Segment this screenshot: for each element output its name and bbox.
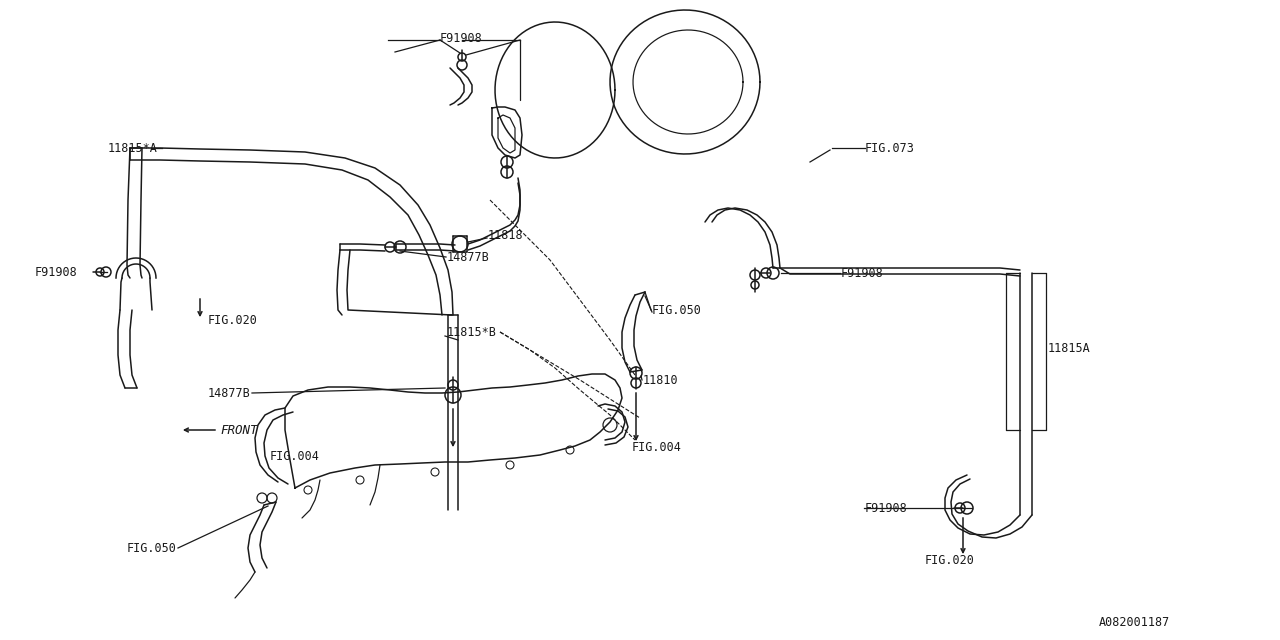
Text: 11818: 11818 (488, 228, 524, 241)
Text: FIG.073: FIG.073 (865, 141, 915, 154)
Text: 11815*A: 11815*A (108, 141, 157, 154)
Text: 11810: 11810 (643, 374, 678, 387)
Text: FIG.050: FIG.050 (127, 541, 177, 554)
Text: 14877B: 14877B (447, 250, 490, 264)
Text: F91908: F91908 (35, 266, 78, 278)
Text: A082001187: A082001187 (1098, 616, 1170, 628)
Text: 11815A: 11815A (1048, 342, 1091, 355)
Text: FIG.020: FIG.020 (209, 314, 257, 326)
Text: F91908: F91908 (865, 502, 908, 515)
Text: FIG.004: FIG.004 (632, 440, 682, 454)
Text: F91908: F91908 (440, 31, 483, 45)
Text: FIG.004: FIG.004 (270, 449, 320, 463)
Text: F91908: F91908 (841, 266, 883, 280)
Text: FIG.050: FIG.050 (652, 303, 701, 317)
Text: FRONT: FRONT (220, 424, 257, 436)
Text: FIG.020: FIG.020 (925, 554, 975, 566)
Text: 14877B: 14877B (207, 387, 250, 399)
Text: 11815*B: 11815*B (447, 326, 497, 339)
